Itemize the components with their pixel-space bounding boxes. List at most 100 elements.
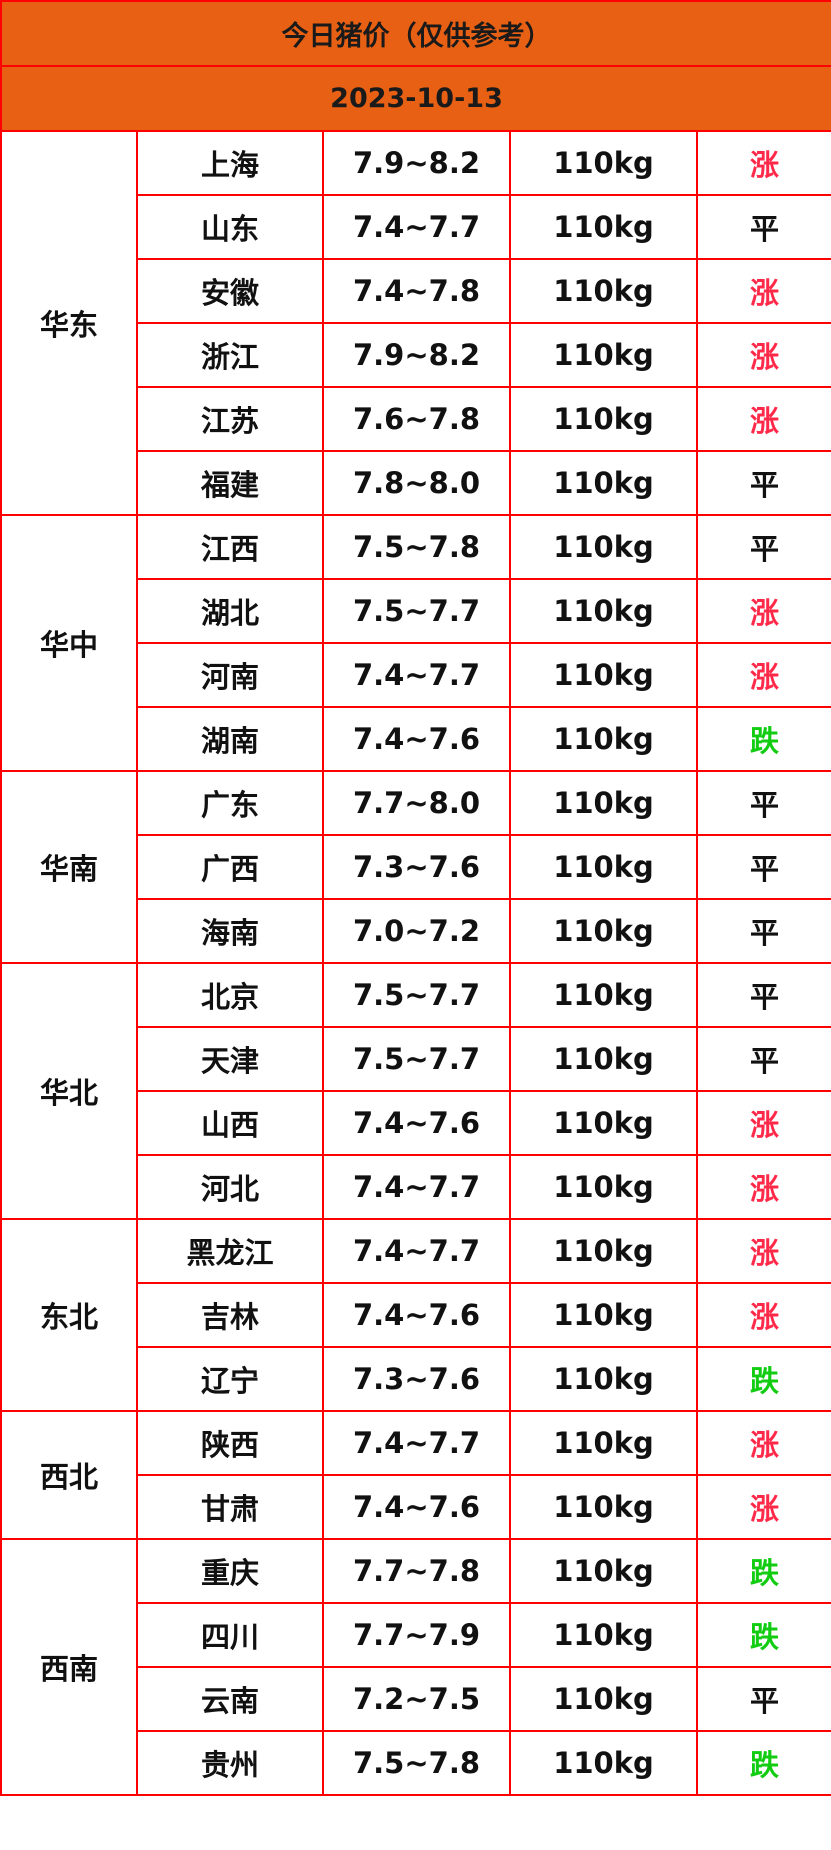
weight-cell: 110kg <box>509 1218 698 1284</box>
trend-cell: 平 <box>695 898 831 964</box>
table-row: 华南 广东 7.7~8.0 110kg 平 <box>0 770 831 964</box>
table-row: 广西 7.3~7.6 110kg 平 <box>1 834 831 900</box>
price-cell: 7.5~7.7 <box>322 1026 511 1092</box>
price-cell: 7.4~7.6 <box>322 706 511 772</box>
province-cell: 江西 <box>136 514 324 580</box>
weight-cell: 110kg <box>509 322 698 388</box>
price-cell: 7.4~7.6 <box>322 1090 511 1156</box>
weight-cell: 110kg <box>509 514 698 580</box>
price-cell: 7.7~8.0 <box>322 770 511 836</box>
price-cell: 7.2~7.5 <box>322 1666 511 1732</box>
weight-cell: 110kg <box>509 642 698 708</box>
table-row: 海南 7.0~7.2 110kg 平 <box>1 898 831 964</box>
price-cell: 7.4~7.7 <box>322 1410 511 1476</box>
trend-cell: 涨 <box>695 1154 831 1220</box>
table-row: 东北 黑龙江 7.4~7.7 110kg 涨 <box>0 1218 831 1412</box>
province-cell: 贵州 <box>136 1730 324 1796</box>
weight-cell: 110kg <box>509 1090 698 1156</box>
table-row: 四川 7.7~7.9 110kg 跌 <box>1 1602 831 1668</box>
price-cell: 7.0~7.2 <box>322 898 511 964</box>
table-row: 湖北 7.5~7.7 110kg 涨 <box>1 578 831 644</box>
province-cell: 河北 <box>136 1154 324 1220</box>
trend-cell: 跌 <box>695 1538 831 1604</box>
region-cell: 西北 <box>0 1410 138 1540</box>
trend-cell: 平 <box>695 962 831 1028</box>
price-cell: 7.4~7.6 <box>322 1474 511 1540</box>
province-cell: 湖北 <box>136 578 324 644</box>
weight-cell: 110kg <box>509 130 698 196</box>
trend-cell: 平 <box>695 1026 831 1092</box>
table-row: 贵州 7.5~7.8 110kg 跌 <box>1 1730 831 1796</box>
weight-cell: 110kg <box>509 1154 698 1220</box>
province-cell: 云南 <box>136 1666 324 1732</box>
table-row: 西北 陕西 7.4~7.7 110kg 涨 <box>0 1410 831 1540</box>
province-cell: 浙江 <box>136 322 324 388</box>
province-cell: 甘肃 <box>136 1474 324 1540</box>
table-row: 湖南 7.4~7.6 110kg 跌 <box>1 706 831 772</box>
table-row: 甘肃 7.4~7.6 110kg 涨 <box>1 1474 831 1540</box>
price-cell: 7.4~7.8 <box>322 258 511 324</box>
table-row: 山东 7.4~7.7 110kg 平 <box>1 194 831 260</box>
province-cell: 陕西 <box>136 1410 324 1476</box>
province-cell: 安徽 <box>136 258 324 324</box>
weight-cell: 110kg <box>509 1538 698 1604</box>
province-cell: 广西 <box>136 834 324 900</box>
price-cell: 7.5~7.8 <box>322 514 511 580</box>
trend-cell: 跌 <box>695 1602 831 1668</box>
price-cell: 7.5~7.8 <box>322 1730 511 1796</box>
weight-cell: 110kg <box>509 578 698 644</box>
province-cell: 福建 <box>136 450 324 516</box>
province-cell: 上海 <box>136 130 324 196</box>
province-cell: 北京 <box>136 962 324 1028</box>
province-cell: 海南 <box>136 898 324 964</box>
trend-cell: 平 <box>695 194 831 260</box>
table-row: 天津 7.5~7.7 110kg 平 <box>1 1026 831 1092</box>
weight-cell: 110kg <box>509 194 698 260</box>
price-cell: 7.4~7.7 <box>322 194 511 260</box>
weight-cell: 110kg <box>509 706 698 772</box>
price-cell: 7.5~7.7 <box>322 578 511 644</box>
province-cell: 天津 <box>136 1026 324 1092</box>
table-row: 浙江 7.9~8.2 110kg 涨 <box>1 322 831 388</box>
price-cell: 7.9~8.2 <box>322 322 511 388</box>
region-cell: 华南 <box>0 770 138 964</box>
province-cell: 河南 <box>136 642 324 708</box>
table-row: 华东 上海 7.9~8.2 110kg 涨 <box>0 130 831 516</box>
weight-cell: 110kg <box>509 1346 698 1412</box>
table-row: 福建 7.8~8.0 110kg 平 <box>1 450 831 516</box>
table-row: 云南 7.2~7.5 110kg 平 <box>1 1666 831 1732</box>
province-cell: 广东 <box>136 770 324 836</box>
trend-cell: 跌 <box>695 1346 831 1412</box>
price-cell: 7.3~7.6 <box>322 834 511 900</box>
table-row: 西南 重庆 7.7~7.8 110kg 跌 <box>0 1538 831 1796</box>
trend-cell: 涨 <box>695 578 831 644</box>
price-cell: 7.7~7.9 <box>322 1602 511 1668</box>
weight-cell: 110kg <box>509 1410 698 1476</box>
weight-cell: 110kg <box>509 834 698 900</box>
weight-cell: 110kg <box>509 770 698 836</box>
table-row: 华中 江西 7.5~7.8 110kg 平 <box>0 514 831 772</box>
price-cell: 7.4~7.7 <box>322 1218 511 1284</box>
table-row: 华北 北京 7.5~7.7 110kg 平 <box>0 962 831 1220</box>
table-title: 今日猪价（仅供参考） <box>0 0 831 67</box>
trend-cell: 涨 <box>695 1282 831 1348</box>
trend-cell: 跌 <box>695 1730 831 1796</box>
weight-cell: 110kg <box>509 1282 698 1348</box>
table-row: 江苏 7.6~7.8 110kg 涨 <box>1 386 831 452</box>
province-cell: 山东 <box>136 194 324 260</box>
price-cell: 7.6~7.8 <box>322 386 511 452</box>
price-cell: 7.5~7.7 <box>322 962 511 1028</box>
table-row: 安徽 7.4~7.8 110kg 涨 <box>1 258 831 324</box>
weight-cell: 110kg <box>509 1474 698 1540</box>
trend-cell: 涨 <box>695 1474 831 1540</box>
weight-cell: 110kg <box>509 450 698 516</box>
price-cell: 7.3~7.6 <box>322 1346 511 1412</box>
province-cell: 吉林 <box>136 1282 324 1348</box>
table-row: 吉林 7.4~7.6 110kg 涨 <box>1 1282 831 1348</box>
trend-cell: 平 <box>695 770 831 836</box>
trend-cell: 平 <box>695 1666 831 1732</box>
table-date: 2023-10-13 <box>0 65 831 132</box>
trend-cell: 平 <box>695 450 831 516</box>
table-row: 山西 7.4~7.6 110kg 涨 <box>1 1090 831 1156</box>
